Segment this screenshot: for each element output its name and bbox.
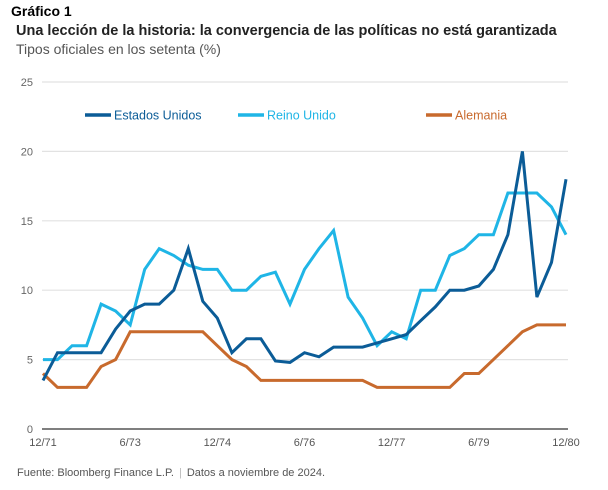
x-axis: 12/71 6/73 12/74 6/76 12/77 6/79 12/80 (29, 437, 580, 449)
y-axis: 0 5 10 15 20 25 (21, 77, 33, 436)
legend-label: Reino Unido (267, 109, 336, 123)
series-line-alemania (41, 323, 566, 389)
chart-footer: Fuente: Bloomberg Finance L.P. | Datos a n… (17, 467, 325, 479)
y-tick-label: 5 (27, 355, 33, 367)
series-lines (41, 151, 568, 389)
y-tick-label: 20 (21, 146, 33, 158)
x-tick-label: 12/71 (29, 437, 57, 449)
chart-subtitle: Tipos oficiales en los setenta (%) (16, 41, 221, 57)
x-tick-label: 6/76 (294, 437, 315, 449)
footer-separator: | (178, 467, 182, 479)
chart-title: Una lección de la historia: la convergen… (16, 23, 557, 39)
gridlines (42, 81, 568, 430)
x-tick-label: 12/74 (204, 437, 232, 449)
data-date-note: Datos a noviembre de 2024. (186, 467, 326, 479)
y-tick-label: 0 (27, 424, 33, 436)
y-tick-label: 10 (21, 285, 33, 297)
legend-item: Estados Unidos (85, 109, 202, 123)
legend-label: Estados Unidos (114, 109, 202, 123)
legend: Estados Unidos Reino Unido Alemania (85, 109, 507, 123)
legend-label: Alemania (455, 109, 507, 123)
x-tick-label: 12/80 (552, 437, 580, 449)
y-tick-label: 25 (21, 77, 33, 89)
x-tick-label: 6/73 (119, 437, 140, 449)
figure-label: Gráfico 1 (11, 3, 72, 19)
legend-item: Reino Unido (238, 109, 336, 123)
legend-item: Alemania (426, 109, 507, 123)
y-tick-label: 15 (21, 216, 33, 228)
x-tick-label: 6/79 (468, 437, 489, 449)
series-line-estados-unidos (41, 151, 568, 382)
x-tick-label: 12/77 (378, 437, 406, 449)
source-note: Fuente: Bloomberg Finance L.P. (17, 467, 174, 479)
series-line-reino-unido (43, 191, 568, 362)
